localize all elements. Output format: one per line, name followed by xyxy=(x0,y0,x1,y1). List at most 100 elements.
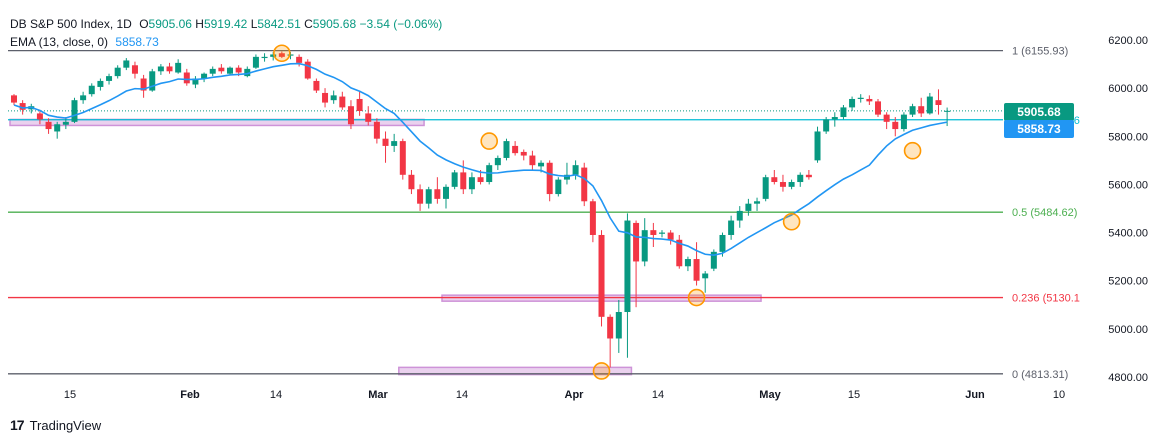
candle-body xyxy=(54,124,61,132)
candle-body xyxy=(503,141,510,158)
candle xyxy=(503,138,510,161)
ohlc-legend: DB S&P 500 Index, 1D O5905.06 H5919.42 L… xyxy=(10,17,442,31)
candle-body xyxy=(175,62,182,73)
candle xyxy=(805,169,812,180)
candle xyxy=(849,96,856,112)
candle xyxy=(754,197,761,211)
open-value: 5905.06 xyxy=(148,17,192,31)
price-tags: 5905.68 5858.73 xyxy=(1004,103,1074,138)
candle-body xyxy=(849,98,856,108)
candle xyxy=(875,98,881,118)
change-value: −3.54 (−0.06%) xyxy=(359,17,443,31)
candle-body xyxy=(538,162,545,167)
candle-body xyxy=(512,145,519,154)
candle-body xyxy=(373,121,380,139)
candle-body xyxy=(676,239,683,267)
candle-body xyxy=(88,85,95,95)
candle xyxy=(166,62,173,74)
candle xyxy=(451,169,458,190)
candle-body xyxy=(304,61,311,79)
candle-body xyxy=(918,106,925,114)
candle xyxy=(883,112,890,130)
candle xyxy=(373,118,380,144)
candle xyxy=(581,162,588,207)
candle xyxy=(443,184,449,209)
candle-body xyxy=(460,172,467,190)
candle xyxy=(529,150,536,170)
candle-body xyxy=(218,67,225,72)
candle xyxy=(788,179,795,190)
candle-body xyxy=(650,230,657,235)
ema-path xyxy=(13,62,948,257)
candle-body xyxy=(607,316,614,339)
candle-body xyxy=(728,220,735,235)
candle-body xyxy=(710,251,717,269)
candle xyxy=(356,90,363,116)
candle-body xyxy=(71,100,78,122)
brand-name[interactable]: TradingView xyxy=(29,417,102,433)
candle xyxy=(615,299,622,353)
swing-marker xyxy=(687,288,706,307)
candle-body xyxy=(615,312,622,339)
candle-body xyxy=(779,182,786,187)
candle-body xyxy=(693,259,700,281)
candle-body xyxy=(581,167,588,202)
candle xyxy=(762,174,769,202)
candle xyxy=(296,54,303,67)
candle xyxy=(54,121,61,139)
candle-body xyxy=(494,157,501,166)
candle xyxy=(944,107,951,127)
y-tick-label: 5600.00 xyxy=(1108,179,1148,191)
candle xyxy=(106,73,113,85)
candle xyxy=(183,68,190,86)
candle xyxy=(45,118,52,134)
candle-body xyxy=(356,98,363,112)
candle xyxy=(468,172,475,195)
candle-body xyxy=(192,78,199,85)
candle-body xyxy=(313,80,320,91)
candle-body xyxy=(209,68,216,74)
candle xyxy=(391,133,398,152)
symbol-title[interactable]: DB S&P 500 Index, 1D xyxy=(10,17,132,31)
time-axis[interactable]: 15 Feb 14 Mar 14 Apr 14 May 15 Jun 10 xyxy=(64,389,1065,401)
candle xyxy=(633,220,640,308)
candle-body xyxy=(702,273,709,279)
ema-legend[interactable]: EMA (13, close, 0) 5858.73 xyxy=(10,35,159,49)
price-axis[interactable]: 6200.00 6000.00 5800.00 5600.00 5400.00 5200.… xyxy=(1108,35,1148,384)
x-tick-label: 14 xyxy=(652,389,664,401)
candle-body xyxy=(97,80,104,87)
candle-body xyxy=(36,113,43,120)
x-tick-label: Mar xyxy=(368,389,388,401)
candle-body xyxy=(555,179,562,195)
candle-body xyxy=(762,177,769,199)
candle xyxy=(736,206,743,228)
candle-body xyxy=(797,174,804,183)
candle-body xyxy=(417,189,424,204)
candle-body xyxy=(572,165,579,175)
tradingview-logo-icon[interactable]: 17 xyxy=(10,417,25,433)
candle xyxy=(892,117,899,137)
candle-body xyxy=(425,189,432,204)
candle-body xyxy=(278,53,285,57)
candle xyxy=(555,177,562,197)
x-tick-label: Apr xyxy=(565,389,585,401)
fib-label: 0.236 (5130.1 xyxy=(1012,293,1080,305)
candle-body xyxy=(788,182,795,187)
candle-body xyxy=(909,106,916,115)
candles xyxy=(11,51,951,368)
candle xyxy=(114,65,121,79)
candle xyxy=(227,66,233,75)
candle-body xyxy=(330,95,337,101)
fib-label: 1 (6155.93) xyxy=(1012,46,1068,58)
candle xyxy=(278,51,285,59)
candle-body xyxy=(641,230,648,262)
candle xyxy=(140,74,147,98)
zone-box xyxy=(398,366,633,376)
x-tick-label: Feb xyxy=(180,389,200,401)
candle xyxy=(607,314,614,368)
candle xyxy=(149,68,156,92)
footer: 17 TradingView xyxy=(10,417,101,433)
candle-body xyxy=(235,67,242,73)
candle xyxy=(840,104,847,120)
